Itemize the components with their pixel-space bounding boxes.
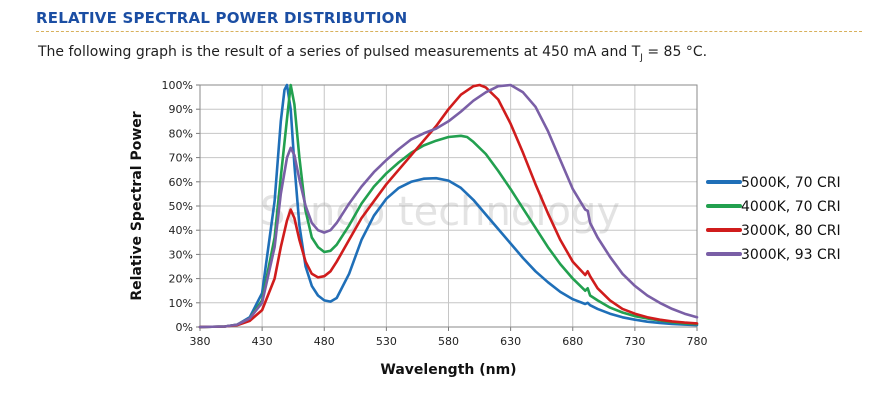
y-tick-label: 60% xyxy=(169,176,193,189)
intro-text: The following graph is the result of a s… xyxy=(38,44,707,63)
x-tick-label: 580 xyxy=(438,335,459,348)
legend-label: 4000K, 70 CRI xyxy=(741,199,841,215)
plot-border xyxy=(199,84,698,328)
y-tick-label: 70% xyxy=(169,152,193,165)
y-tick-label: 50% xyxy=(169,200,193,213)
x-axis-label: Wavelength (nm) xyxy=(380,362,516,378)
section-title: RELATIVE SPECTRAL POWER DISTRIBUTION xyxy=(36,9,408,27)
intro-text-end: = 85 °C. xyxy=(642,44,708,60)
x-tick-label: 430 xyxy=(252,335,273,348)
y-tick-label: 80% xyxy=(169,127,193,140)
y-tick-label: 100% xyxy=(162,79,193,92)
series-line xyxy=(198,83,699,329)
x-tick-label: 730 xyxy=(624,335,645,348)
intro-subscript: J xyxy=(640,52,643,63)
x-tick-label: 480 xyxy=(314,335,335,348)
series-line xyxy=(198,83,699,329)
y-tick-label: 0% xyxy=(176,321,193,334)
y-tick-label: 30% xyxy=(169,248,193,261)
x-tick-label: 530 xyxy=(376,335,397,348)
legend-label: 3000K, 80 CRI xyxy=(741,223,841,239)
x-tick-label: 380 xyxy=(190,335,211,348)
y-tick-label: 10% xyxy=(169,297,193,310)
series-line xyxy=(198,83,699,329)
y-tick-label: 20% xyxy=(169,273,193,286)
legend-label: 5000K, 70 CRI xyxy=(741,175,841,191)
intro-text-main: The following graph is the result of a s… xyxy=(38,44,641,60)
x-tick-label: 780 xyxy=(687,335,708,348)
series-line xyxy=(198,83,699,329)
x-tick-label: 680 xyxy=(562,335,583,348)
legend-label: 3000K, 93 CRI xyxy=(741,247,841,263)
y-tick-label: 90% xyxy=(169,103,193,116)
section-header: RELATIVE SPECTRAL POWER DISTRIBUTION xyxy=(36,8,862,32)
y-tick-label: 40% xyxy=(169,224,193,237)
watermark-text: Sengo technology xyxy=(260,189,620,235)
x-tick-label: 630 xyxy=(500,335,521,348)
y-axis-label: Relative Spectral Power xyxy=(129,111,145,300)
